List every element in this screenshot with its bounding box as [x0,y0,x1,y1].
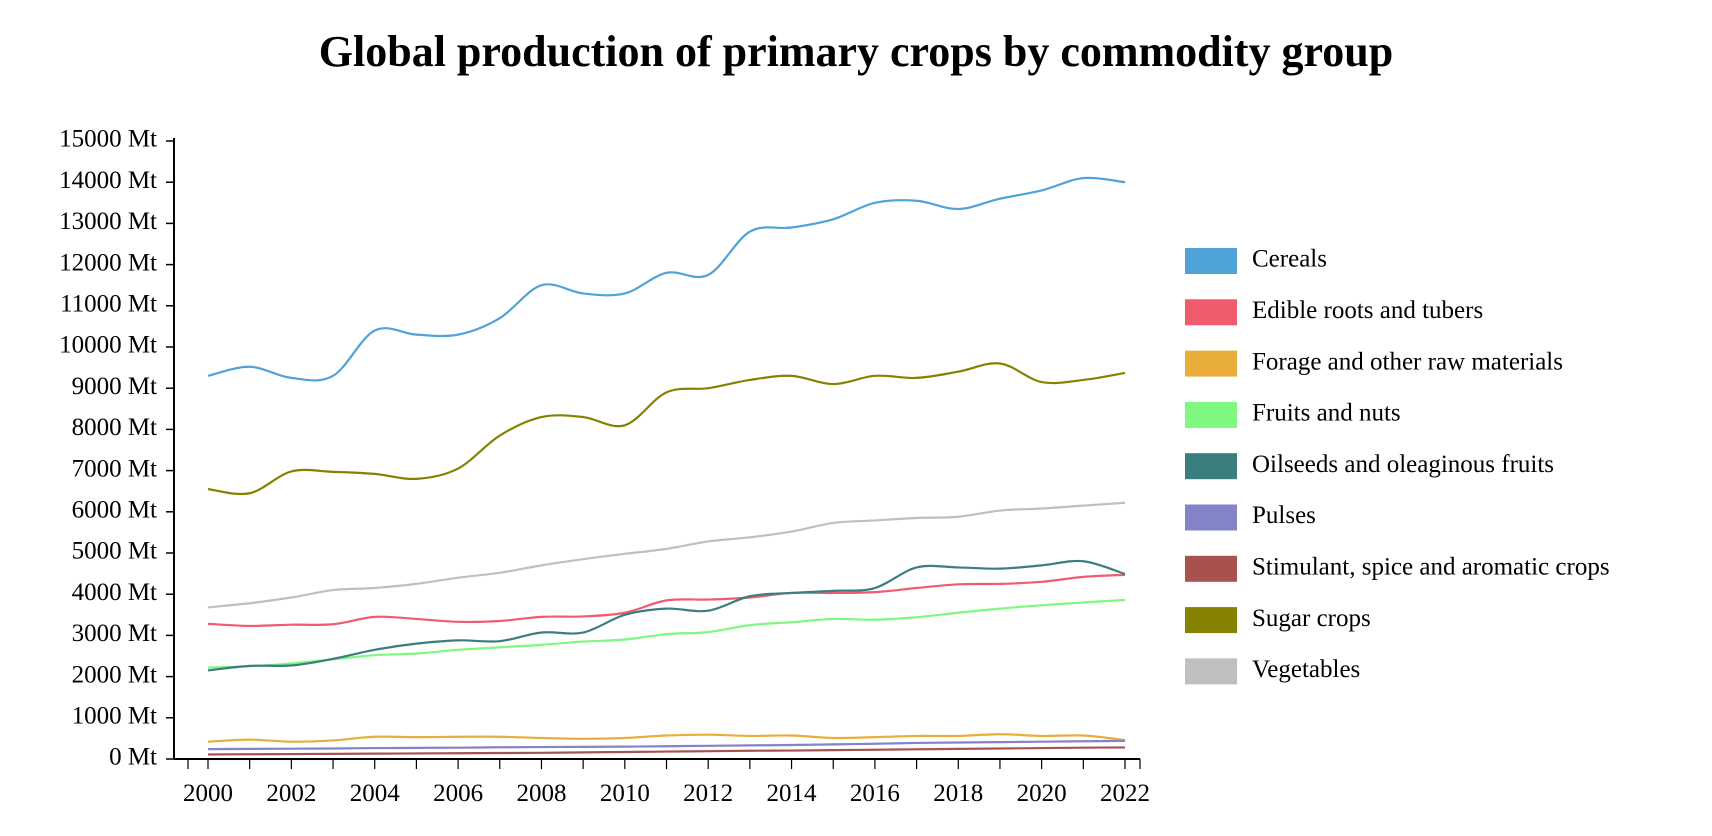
y-tick-label: 1000 Mt [72,703,157,730]
legend-swatch-vegetables [1185,658,1237,685]
x-tick-label: 2014 [767,780,818,807]
legend-swatch-fruits-and-nuts [1185,401,1237,428]
series-line-sugar-crops [207,362,1126,496]
y-tick-label: 3000 Mt [72,620,157,647]
series-line-forage-and-other-raw-materials [207,733,1126,743]
x-tick-label: 2008 [516,780,566,807]
legend-swatch-pulses [1185,504,1237,531]
series-line-fruits-and-nuts [207,598,1126,669]
legend-swatch-edible-roots-and-tubers [1185,299,1237,326]
legend-swatch-forage-and-other-raw-materials [1185,350,1237,377]
x-tick-label: 2020 [1017,780,1067,807]
y-tick-label: 11000 Mt [60,291,157,318]
series-line-vegetables [207,501,1126,609]
y-tick-label: 0 Mt [109,744,157,771]
legend-label-pulses: Pulses [1252,502,1316,529]
legend-label-cereals: Cereals [1252,246,1327,273]
x-tick-label: 2000 [183,780,233,807]
legend-label-oilseeds-and-oleaginous-fruits: Oilseeds and oleaginous fruits [1252,451,1554,478]
legend: Cereals Edible roots and tubers Forage and… [1185,246,1610,685]
legend-label-edible-roots-and-tubers: Edible roots and tubers [1252,297,1483,324]
y-tick-label: 9000 Mt [72,373,157,400]
legend-label-fruits-and-nuts: Fruits and nuts [1252,400,1401,427]
legend-swatch-cereals [1185,248,1237,274]
x-tick-label: 2018 [933,780,983,807]
x-axis: 2000 2002 2004 2006 2008 2010 2012 2014 2016 2018… [174,758,1150,807]
x-tick-label: 2004 [350,780,401,807]
series-line-pulses [207,739,1126,751]
y-tick-label: 4000 Mt [72,579,157,606]
series-lines [207,176,1126,756]
x-tick-label: 2006 [433,780,483,807]
y-tick-label: 5000 Mt [72,538,157,565]
x-tick-label: 2016 [850,780,900,807]
chart-title: Global production of primary crops by co… [318,27,1394,76]
x-tick-label: 2002 [266,780,316,807]
x-tick-label: 2012 [683,780,733,807]
legend-label-vegetables: Vegetables [1252,656,1360,683]
series-line-oilseeds-and-oleaginous-fruits [207,559,1126,672]
y-tick-label: 14000 Mt [59,167,157,194]
series-line-edible-roots-and-tubers [207,573,1126,628]
series-line-stimulant-spice-and-aromatic-crops [207,746,1126,756]
y-tick-label: 13000 Mt [59,208,157,235]
series-line-cereals [207,176,1126,382]
legend-label-stimulant-spice-and-aromatic-crops: Stimulant, spice and aromatic crops [1252,554,1610,581]
y-tick-label: 6000 Mt [72,497,157,524]
legend-label-sugar-crops: Sugar crops [1252,605,1371,632]
y-tick-label: 7000 Mt [72,455,157,482]
x-tick-label: 2010 [600,780,650,807]
y-axis: 0 Mt 1000 Mt 2000 Mt 3000 Mt 4000 Mt 5000 Mt 6… [59,126,175,771]
y-tick-label: 8000 Mt [72,414,157,441]
y-tick-label: 10000 Mt [59,332,157,359]
legend-swatch-sugar-crops [1185,607,1237,634]
legend-swatch-oilseeds-and-oleaginous-fruits [1185,453,1237,480]
x-tick-label: 2022 [1100,780,1150,807]
y-tick-label: 12000 Mt [59,249,157,276]
y-tick-label: 15000 Mt [59,126,157,153]
legend-label-forage-and-other-raw-materials: Forage and other raw materials [1252,348,1563,375]
legend-swatch-stimulant-spice-and-aromatic-crops [1185,555,1237,582]
y-tick-label: 2000 Mt [72,661,157,688]
